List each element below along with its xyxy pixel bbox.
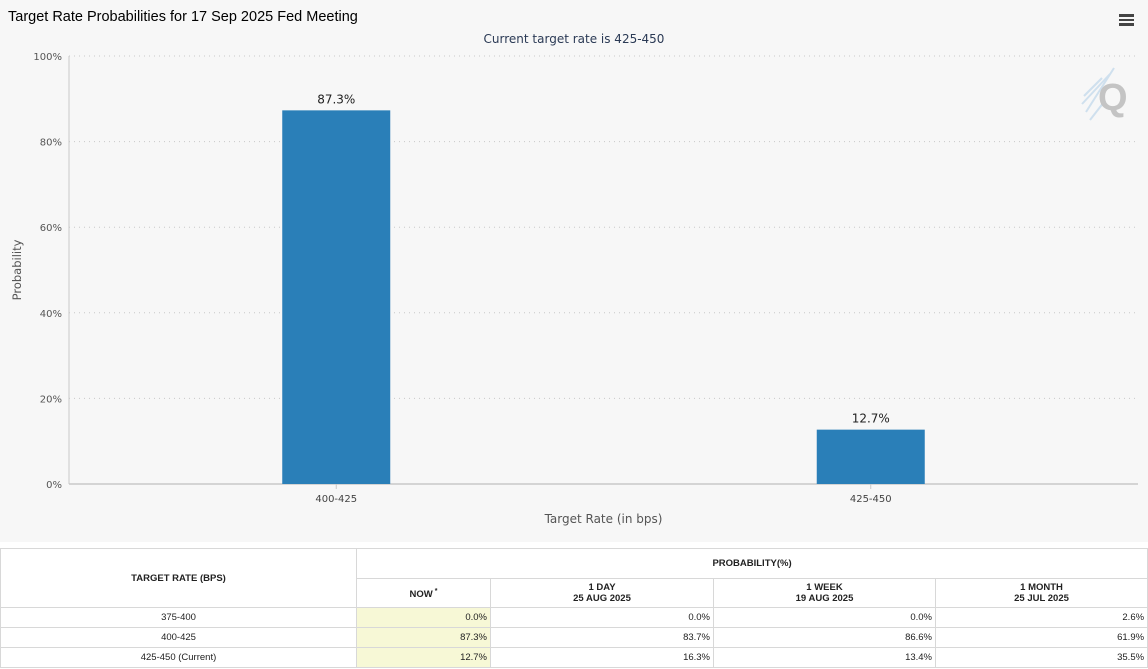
probability-cell: 35.5% — [934, 647, 1148, 668]
y-tick-label: 100% — [33, 52, 62, 63]
bar — [816, 429, 925, 484]
column-header-date: 25 JUL 2025 — [1014, 593, 1069, 604]
table-row: 425-450 (Current) 12.7% 16.3% 13.4% 35.5% — [0, 647, 1148, 668]
probability-cell: 61.9% — [934, 627, 1148, 648]
now-probability-cell: 87.3% — [356, 627, 491, 648]
probability-header: PROBABILITY(%) — [355, 548, 1148, 579]
x-axis-title: Target Rate (in bps) — [544, 512, 663, 526]
column-header-date: 25 AUG 2025 — [573, 593, 631, 604]
x-tick-label: 425-450 — [850, 494, 892, 505]
rate-cell: 425-450 (Current) — [0, 647, 357, 668]
data-label: 12.7% — [852, 412, 890, 426]
probability-cell: 2.6% — [934, 607, 1148, 628]
column-header-label: NOW * — [409, 587, 438, 601]
bar-chart: 0% 20% 40% 60% 80% 100% 87.3% 400-425 12.7% 425-4… — [10, 52, 1138, 526]
rate-cell: 400-425 — [0, 627, 357, 648]
y-tick-label: 60% — [40, 223, 62, 234]
probability-cell: 16.3% — [490, 647, 714, 668]
data-label: 87.3% — [317, 92, 355, 106]
probability-cell: 0.0% — [713, 607, 936, 628]
column-header: 1 WEEK 19 AUG 2025 — [713, 578, 936, 608]
y-tick-label: 20% — [40, 394, 62, 405]
now-marker: * — [432, 587, 438, 595]
rate-cell: 375-400 — [0, 607, 357, 628]
table-row: 375-400 0.0% 0.0% 0.0% 2.6% — [0, 607, 1148, 628]
probability-cell: 86.6% — [713, 627, 936, 648]
column-header-label: 1 WEEK — [806, 582, 843, 593]
probability-cell: 83.7% — [490, 627, 714, 648]
probability-table-container: TARGET RATE (BPS) PROBABILITY(%) NOW * 1 … — [0, 548, 1148, 668]
hamburger-menu-icon[interactable] — [1116, 12, 1138, 32]
y-tick-label: 40% — [40, 309, 62, 320]
now-probability-cell: 0.0% — [356, 607, 491, 628]
bar — [282, 110, 391, 484]
x-tick-label: 400-425 — [315, 494, 357, 505]
column-header-label: 1 MONTH — [1020, 582, 1063, 593]
column-header: 1 MONTH 25 JUL 2025 — [934, 578, 1148, 608]
chart-subtitle: Current target rate is 425-450 — [483, 32, 665, 46]
table-row: 400-425 87.3% 83.7% 86.6% 61.9% — [0, 627, 1148, 648]
y-axis-title: Probability — [10, 239, 24, 300]
probability-cell: 13.4% — [713, 647, 936, 668]
probability-table: TARGET RATE (BPS) PROBABILITY(%) NOW * 1 … — [0, 548, 1148, 668]
column-header: NOW * — [356, 578, 491, 608]
column-header: 1 DAY 25 AUG 2025 — [490, 578, 714, 608]
column-header-date: 19 AUG 2025 — [795, 593, 854, 604]
svg-text:Q: Q — [1098, 77, 1128, 119]
chart-title: Target Rate Probabilities for 17 Sep 202… — [8, 9, 358, 25]
now-probability-cell: 12.7% — [356, 647, 491, 668]
y-tick-label: 0% — [46, 480, 62, 491]
probability-cell: 0.0% — [490, 607, 714, 628]
column-header-label: 1 DAY — [588, 582, 616, 593]
chart-panel: Target Rate Probabilities for 17 Sep 202… — [8, 9, 1138, 526]
y-tick-label: 80% — [40, 138, 62, 149]
logo-watermark-icon: Q — [1081, 67, 1128, 121]
target-rate-header: TARGET RATE (BPS) — [0, 548, 357, 608]
